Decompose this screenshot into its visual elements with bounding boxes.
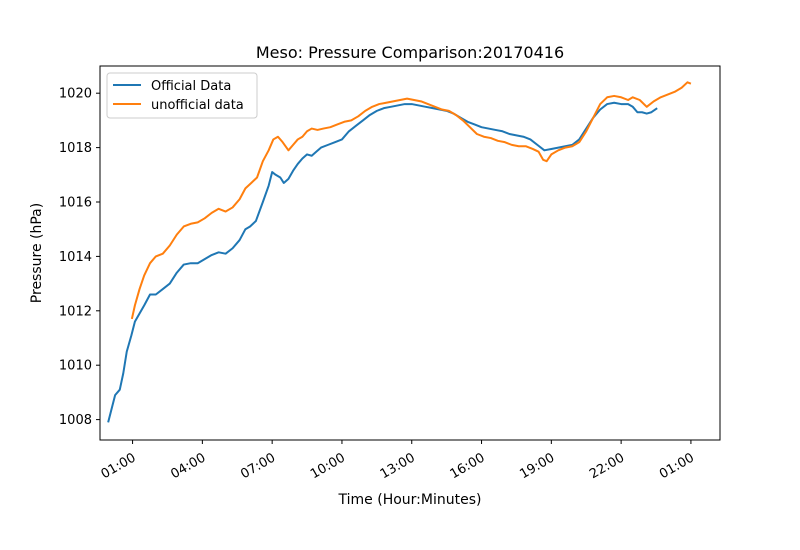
x-axis-label: Time (Hour:Minutes) <box>338 492 482 508</box>
legend-label-official: Official Data <box>151 79 231 94</box>
legend-label-unofficial: unofficial data <box>151 98 244 113</box>
legend-box <box>106 72 258 119</box>
y-tick-label: 1012 <box>59 304 92 319</box>
y-tick-label: 1020 <box>59 87 92 102</box>
series-lines <box>107 81 692 423</box>
series-line-official <box>107 101 658 423</box>
series-line-unofficial <box>130 81 692 320</box>
y-tick-label: 1016 <box>59 196 92 211</box>
y-tick-label: 1018 <box>59 141 92 156</box>
chart-title: Meso: Pressure Comparison:20170416 <box>256 43 564 62</box>
y-tick-label: 1010 <box>59 359 92 374</box>
y-tick-label: 1008 <box>59 413 92 428</box>
y-tick-label: 1014 <box>59 250 92 265</box>
y-axis: 1008 1010 1012 1014 1016 1018 1020 <box>59 87 100 428</box>
legend: Official Data unofficial data <box>106 72 258 119</box>
y-axis-label: Pressure (hPa) <box>29 203 45 303</box>
plot-frame <box>99 65 721 441</box>
